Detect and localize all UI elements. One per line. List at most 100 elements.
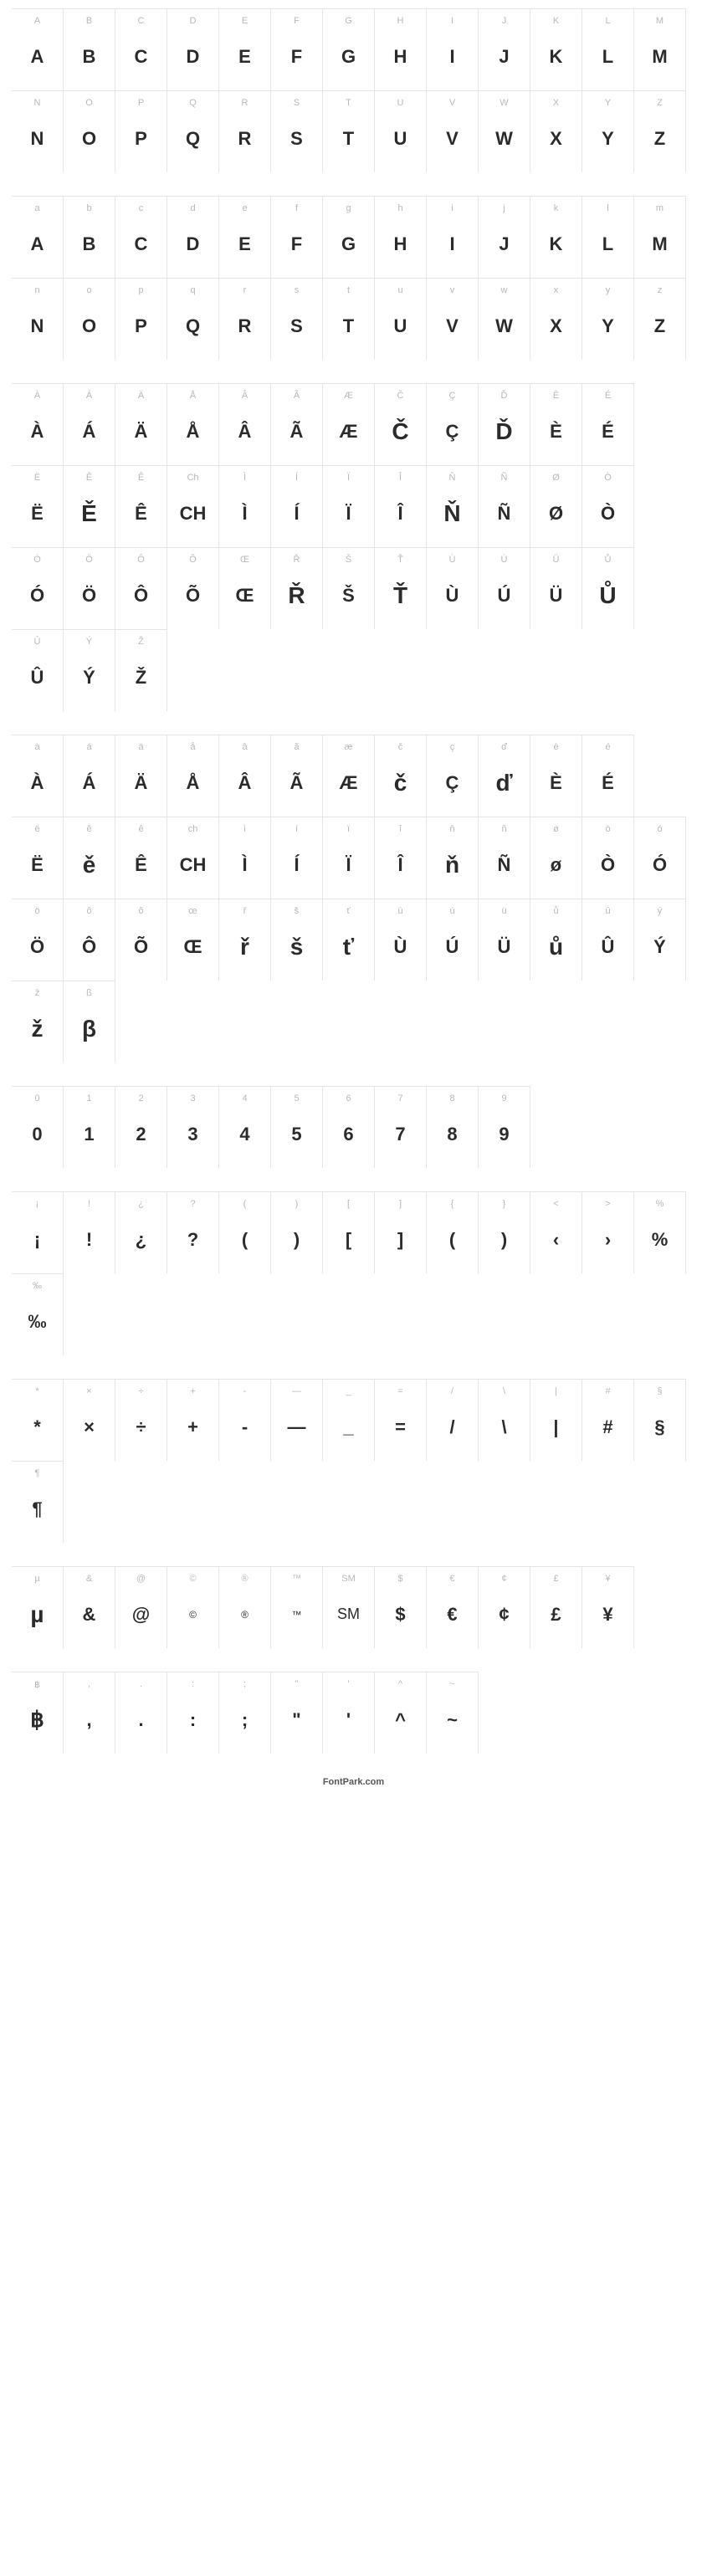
glyph-label: ê bbox=[115, 817, 167, 841]
glyph-label: ¿ bbox=[115, 1192, 167, 1216]
glyph-char: Á bbox=[64, 759, 115, 817]
glyph-cell: ÅÅ bbox=[167, 383, 219, 465]
glyph-label: | bbox=[530, 1380, 581, 1403]
glyph-cell: >› bbox=[582, 1191, 634, 1273]
glyph-cell: DD bbox=[167, 8, 219, 90]
glyph-char: Î bbox=[375, 489, 426, 547]
glyph-char: ‰ bbox=[12, 1298, 63, 1355]
glyph-label: / bbox=[427, 1380, 478, 1403]
glyph-label: á bbox=[64, 735, 115, 759]
glyph-label: ě bbox=[64, 817, 115, 841]
glyph-label: × bbox=[64, 1380, 115, 1403]
glyph-label: ฿ bbox=[12, 1672, 63, 1696]
glyph-label: l bbox=[582, 197, 633, 220]
glyph-char: Ä bbox=[115, 759, 167, 817]
glyph-label: T bbox=[323, 91, 374, 115]
glyph-label: a bbox=[12, 197, 63, 220]
glyph-char: ; bbox=[219, 1696, 270, 1754]
glyph-label: M bbox=[634, 9, 685, 33]
glyph-label: ™ bbox=[271, 1567, 322, 1590]
glyph-char: Å bbox=[167, 759, 218, 817]
glyph-cell: KK bbox=[530, 8, 582, 90]
glyph-cell: CC bbox=[115, 8, 167, 90]
glyph-char: C bbox=[115, 33, 167, 90]
glyph-cell: ++ bbox=[167, 1379, 219, 1461]
glyph-char: ฿ bbox=[12, 1696, 63, 1754]
glyph-label: â bbox=[219, 735, 270, 759]
glyph-char: Ú bbox=[479, 571, 530, 629]
glyph-char: A bbox=[12, 220, 63, 278]
glyph-char: J bbox=[479, 220, 530, 278]
glyph-char: Ñ bbox=[479, 489, 530, 547]
glyph-cell: èÈ bbox=[530, 735, 582, 817]
glyph-cell: ZZ bbox=[634, 90, 686, 172]
glyph-cell: œŒ bbox=[167, 899, 219, 981]
glyph-cell: tT bbox=[323, 278, 375, 360]
glyph-char: ! bbox=[64, 1216, 115, 1273]
glyph-label: y bbox=[582, 279, 633, 302]
glyph-char: S bbox=[271, 302, 322, 360]
glyph-cell: '' bbox=[323, 1672, 375, 1754]
glyph-label: H bbox=[375, 9, 426, 33]
glyph-cell: ÁÁ bbox=[64, 383, 115, 465]
glyph-char: ť bbox=[323, 923, 374, 981]
glyph-char: 5 bbox=[271, 1110, 322, 1168]
glyph-char: H bbox=[375, 33, 426, 90]
glyph-char: Ò bbox=[582, 841, 633, 899]
glyph-cell: ûÛ bbox=[582, 899, 634, 981]
glyph-label: µ bbox=[12, 1567, 63, 1590]
glyph-char: \ bbox=[479, 1403, 530, 1461]
glyph-char: À bbox=[12, 759, 63, 817]
glyph-label: Ô bbox=[115, 548, 167, 571]
glyph-label: J bbox=[479, 9, 530, 33]
glyph-cell: ~~ bbox=[427, 1672, 479, 1754]
glyph-cell: 44 bbox=[219, 1086, 271, 1168]
glyph-char: ø bbox=[530, 841, 581, 899]
glyph-cell: {( bbox=[427, 1191, 479, 1273]
glyph-label: v bbox=[427, 279, 478, 302]
glyph-label: Y bbox=[582, 91, 633, 115]
glyph-char: Œ bbox=[167, 923, 218, 981]
glyph-label: Z bbox=[634, 91, 685, 115]
glyph-char: Õ bbox=[115, 923, 167, 981]
glyph-char: ( bbox=[427, 1216, 478, 1273]
glyph-char: Í bbox=[271, 489, 322, 547]
glyph-cell: ChCH bbox=[167, 465, 219, 547]
glyph-cell: ÏÏ bbox=[323, 465, 375, 547]
glyph-cell: ‰‰ bbox=[12, 1273, 64, 1355]
glyph-char: Ň bbox=[427, 489, 478, 547]
glyph-label: č bbox=[375, 735, 426, 759]
glyph-section: ฿฿,,..::;;""''^^~~ bbox=[12, 1672, 695, 1754]
glyph-cell: ÔÔ bbox=[115, 547, 167, 629]
glyph-cell: @@ bbox=[115, 1566, 167, 1648]
glyph-cell: OO bbox=[64, 90, 115, 172]
glyph-label: j bbox=[479, 197, 530, 220]
glyph-cell: ÇÇ bbox=[427, 383, 479, 465]
glyph-label: ť bbox=[323, 899, 374, 923]
glyph-cell: æÆ bbox=[323, 735, 375, 817]
glyph-cell: řř bbox=[219, 899, 271, 981]
glyph-char: € bbox=[427, 1590, 478, 1648]
glyph-char: B bbox=[64, 33, 115, 90]
glyph-label: ù bbox=[375, 899, 426, 923]
glyph-label: s bbox=[271, 279, 322, 302]
glyph-char: Ý bbox=[64, 653, 115, 711]
glyph-label: Ë bbox=[12, 466, 63, 489]
glyph-label: u bbox=[375, 279, 426, 302]
glyph-cell: ýÝ bbox=[634, 899, 686, 981]
glyph-char: Å bbox=[167, 407, 218, 465]
glyph-label: è bbox=[530, 735, 581, 759]
glyph-label: Ù bbox=[427, 548, 478, 571]
glyph-label: 0 bbox=[12, 1087, 63, 1110]
glyph-cell: chCH bbox=[167, 817, 219, 899]
glyph-char: SM bbox=[323, 1590, 374, 1648]
glyph-char: L bbox=[582, 33, 633, 90]
glyph-label: 1 bbox=[64, 1087, 115, 1110]
glyph-cell: ďď bbox=[479, 735, 530, 817]
glyph-char: & bbox=[64, 1590, 115, 1648]
glyph-cell: îÎ bbox=[375, 817, 427, 899]
glyph-label: B bbox=[64, 9, 115, 33]
glyph-label: ¶ bbox=[12, 1462, 63, 1485]
glyph-char: K bbox=[530, 220, 581, 278]
glyph-label: Ø bbox=[530, 466, 581, 489]
